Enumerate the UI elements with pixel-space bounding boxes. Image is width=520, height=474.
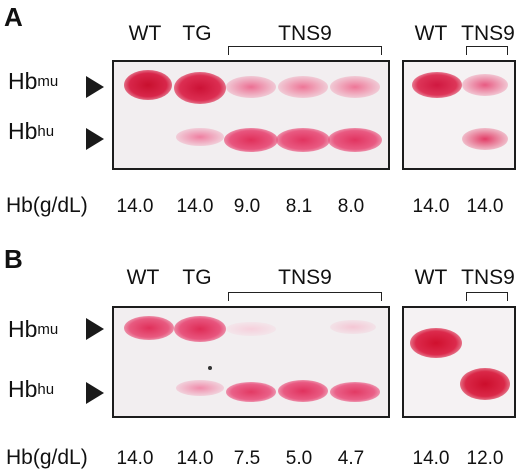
bracket-tns9 <box>228 46 382 55</box>
panel-b-letter: B <box>4 244 23 274</box>
arrow-hbhu <box>86 128 104 150</box>
hb-value: 7.5 <box>233 448 261 469</box>
hb-value: 9.0 <box>233 196 261 217</box>
hb-value: 14.0 <box>412 448 450 469</box>
row-label-hbmu: Hbmu <box>8 68 59 94</box>
gel-b-right <box>402 306 516 418</box>
hb-value: 4.7 <box>337 448 365 469</box>
hb-value: 8.1 <box>285 196 313 217</box>
bracket-tns9 <box>228 292 382 301</box>
lane-label-wt-right: WT <box>414 266 448 289</box>
lane-label-wt-right: WT <box>414 22 448 45</box>
row-label-hbmu: Hbmu <box>8 316 59 342</box>
hb-value: 12.0 <box>466 448 504 469</box>
lane-label-wt: WT <box>126 266 160 289</box>
lane-label-tg: TG <box>182 22 212 45</box>
band-tns9-3-hu <box>330 382 380 402</box>
band-tns9-right-hu <box>462 128 508 150</box>
hb-label-a: Hb(g/dL) <box>6 194 88 217</box>
band-wt-mu <box>124 70 172 100</box>
band-tns9-3-mu <box>330 320 376 334</box>
band-wt-mu <box>124 316 174 340</box>
band-tns9-2-hu <box>278 380 328 402</box>
band-tns9-1-hu <box>226 382 276 402</box>
group-label-tns9: TNS9 <box>278 266 332 289</box>
band-tns9-1-mu <box>226 76 276 98</box>
band-tns9-3-mu <box>330 76 380 98</box>
lane-label-tns9-right: TNS9 <box>461 266 515 289</box>
band-tg-mu <box>174 316 226 342</box>
gel-a-right <box>402 60 516 170</box>
band-tns9-1-mu <box>226 322 276 336</box>
arrow-hbmu <box>86 318 104 340</box>
lane-label-tg: TG <box>182 266 212 289</box>
lane-label-tns9-right: TNS9 <box>461 22 515 45</box>
band-tns9-3-hu <box>328 128 382 152</box>
panel-a-letter: A <box>4 2 23 32</box>
gel-b-left <box>112 306 390 418</box>
hb-value: 8.0 <box>337 196 365 217</box>
band-tns9-1-hu <box>224 128 278 152</box>
hb-value: 14.0 <box>176 196 214 217</box>
band-tg-mu <box>174 72 226 104</box>
band-tns9-right-mu <box>462 74 508 96</box>
hb-value: 14.0 <box>176 448 214 469</box>
band-tg-hu <box>176 128 224 146</box>
arrow-hbmu <box>86 76 104 98</box>
row-label-hbhu: Hbhu <box>8 376 55 402</box>
row-label-hbhu: Hbhu <box>8 118 55 144</box>
hb-value: 5.0 <box>285 448 313 469</box>
arrow-hbhu <box>86 382 104 404</box>
speck <box>208 366 212 370</box>
hb-label-b: Hb(g/dL) <box>6 446 88 469</box>
hb-value: 14.0 <box>116 196 154 217</box>
band-tns9-right-hu <box>460 368 510 400</box>
bracket-tns9-right <box>466 292 508 301</box>
lane-label-wt: WT <box>128 22 162 45</box>
band-tns9-2-hu <box>276 128 330 152</box>
hb-value: 14.0 <box>412 196 450 217</box>
hb-value: 14.0 <box>116 448 154 469</box>
hb-value: 14.0 <box>466 196 504 217</box>
band-tg-hu <box>176 380 224 396</box>
group-label-tns9: TNS9 <box>278 22 332 45</box>
gel-a-left <box>112 60 390 170</box>
band-wt-right-mu <box>412 72 462 98</box>
band-tns9-2-mu <box>278 76 328 98</box>
bracket-tns9-right <box>466 46 508 55</box>
band-wt-right-mu <box>410 328 462 358</box>
